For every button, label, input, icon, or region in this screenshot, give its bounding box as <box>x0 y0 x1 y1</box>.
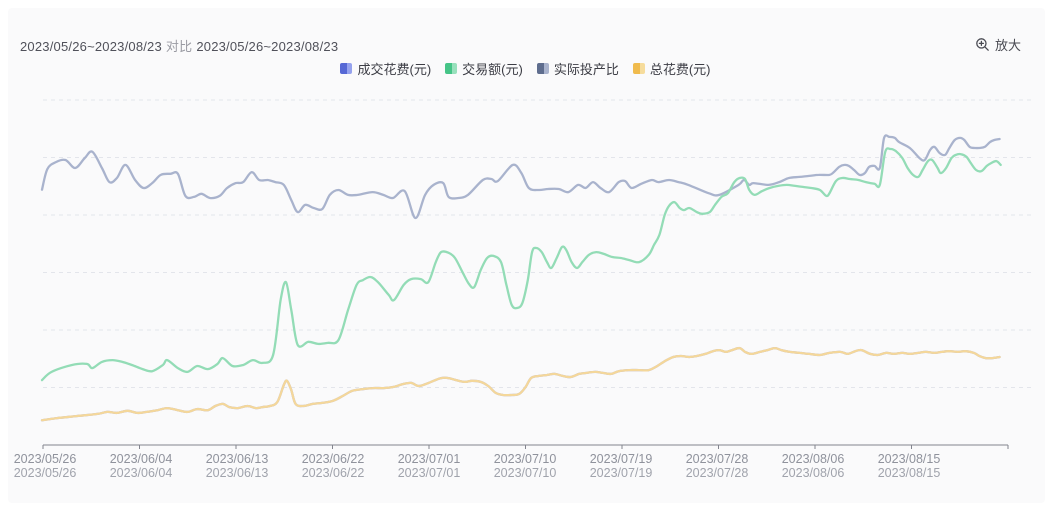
x-axis-label: 2023/08/15 <box>878 466 941 480</box>
legend-label: 总花费(元) <box>649 62 711 77</box>
series-line-成交花费(元) <box>40 346 1001 422</box>
x-axis-label: 2023/05/26 <box>14 452 77 466</box>
zoom-in-label: 放大 <box>994 38 1021 53</box>
legend-label: 交易额(元) <box>462 62 523 77</box>
x-axis-label: 2023/06/13 <box>206 452 269 466</box>
x-axis-label: 2023/08/15 <box>878 452 941 466</box>
legend-item-shiji-touchanbi[interactable]: 实际投产比 <box>536 59 619 78</box>
legend-swatch-icon <box>445 63 458 74</box>
x-axis-label: 2023/07/01 <box>398 452 461 466</box>
series-line-总花费(元) <box>40 346 1001 422</box>
x-axis-label: 2023/07/01 <box>398 466 461 480</box>
x-axis-label: 2023/06/22 <box>302 466 365 480</box>
date-range-primary: 2023/05/26~2023/08/23 <box>20 39 162 54</box>
legend-swatch-icon <box>536 63 549 74</box>
x-axis-label: 2023/06/04 <box>110 466 173 480</box>
x-axis-label: 2023/07/28 <box>686 452 749 466</box>
x-axis-label: 2023/07/10 <box>494 466 557 480</box>
x-axis-label: 2023/07/19 <box>590 466 653 480</box>
legend-label: 成交花费(元) <box>357 62 432 77</box>
chart-card <box>8 8 1045 503</box>
x-axis-label: 2023/07/10 <box>494 452 557 466</box>
series-line-交易额(元) <box>40 147 1002 382</box>
chart-title: 2023/05/26~2023/08/23 对比 2023/05/26~2023/0… <box>20 36 338 55</box>
chart-legend: 成交花费(元) 交易额(元) 实际投产比 总花费(元) <box>0 59 1051 78</box>
series-line-实际投产比 <box>40 134 1001 220</box>
x-axis-label: 2023/07/19 <box>590 452 653 466</box>
legend-swatch-icon <box>340 63 353 74</box>
x-axis-label: 2023/08/06 <box>782 452 845 466</box>
x-axis-label: 2023/07/28 <box>686 466 749 480</box>
legend-item-jiaoyi-e[interactable]: 交易额(元) <box>445 59 523 78</box>
x-axis-label: 2023/06/04 <box>110 452 173 466</box>
legend-swatch-icon <box>632 63 645 74</box>
x-axis-label: 2023/05/26 <box>14 466 77 480</box>
legend-label: 实际投产比 <box>553 62 619 77</box>
x-axis-label: 2023/06/22 <box>302 452 365 466</box>
zoom-in-button[interactable]: 放大 <box>975 35 1021 54</box>
legend-item-zong-huafei[interactable]: 总花费(元) <box>632 59 711 78</box>
magnifier-plus-icon <box>975 37 990 52</box>
compare-label: 对比 <box>165 39 193 54</box>
x-axis-label: 2023/08/06 <box>782 466 845 480</box>
x-axis-label: 2023/06/13 <box>206 466 269 480</box>
legend-item-chengjiao-huafei[interactable]: 成交花费(元) <box>340 59 431 78</box>
date-range-compare: 2023/05/26~2023/08/23 <box>196 39 339 54</box>
